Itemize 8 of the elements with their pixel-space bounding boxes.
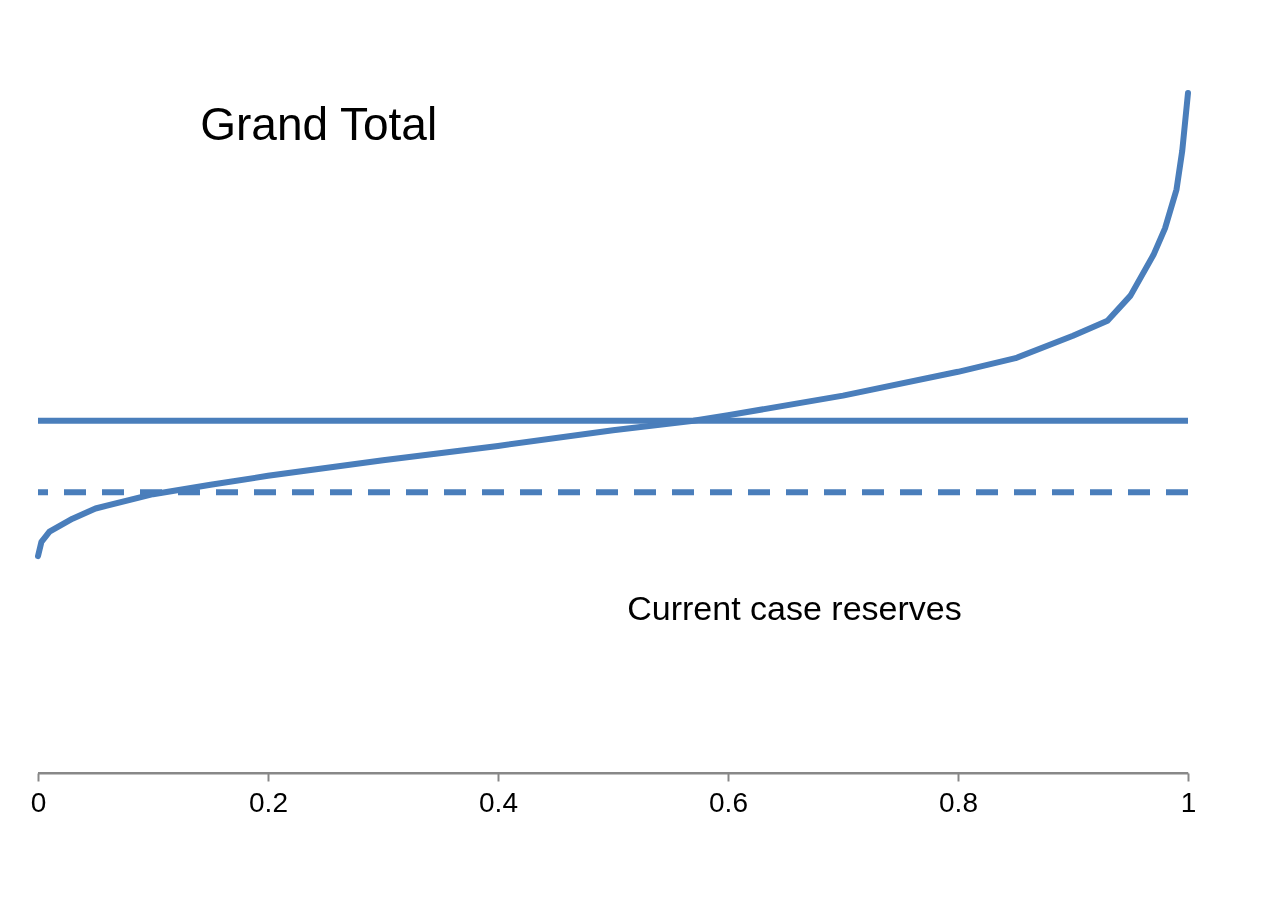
x-tick-label: 1 (1180, 786, 1197, 818)
x-tick-label: 0.6 (709, 786, 748, 818)
x-tick-label: 0.8 (939, 786, 978, 818)
annotation: Current case reserves (627, 589, 962, 628)
chart-title: Grand Total (200, 98, 438, 150)
x-tick-label: 0.2 (249, 786, 288, 818)
x-tick-label: 0 (30, 786, 47, 818)
x-tick-label: 0.4 (479, 786, 518, 818)
